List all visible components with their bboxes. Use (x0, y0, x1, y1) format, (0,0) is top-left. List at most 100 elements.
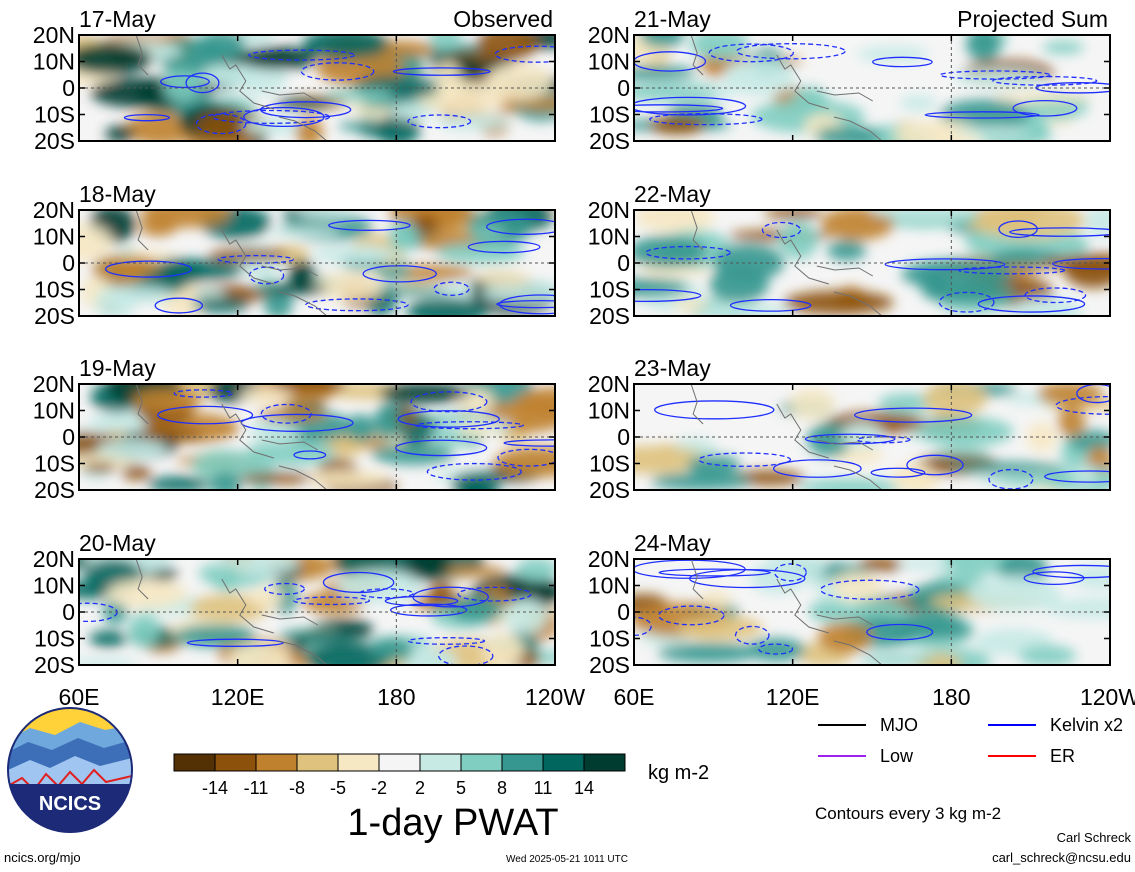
lat-label: 20S (34, 128, 75, 154)
colorbar-tick: 5 (456, 778, 466, 798)
lat-label: 10N (588, 49, 630, 75)
lat-label: 20S (589, 652, 630, 678)
lat-label: 20S (589, 303, 630, 329)
legend: MJO Kelvin x2 Low ER (818, 715, 1123, 766)
lat-label: 10S (589, 277, 630, 303)
lat-label: 10N (588, 224, 630, 250)
lat-label: 20N (33, 546, 75, 572)
lat-label: 10S (589, 626, 630, 652)
lat-label: 10S (34, 626, 75, 652)
lat-label: 20N (33, 371, 75, 397)
lat-label: 0 (62, 250, 75, 276)
lat-label: 20N (33, 197, 75, 223)
panel-date: 21-May (634, 6, 711, 32)
lon-label: 120W (525, 684, 585, 710)
panel-date: 17-May (79, 6, 156, 32)
lat-label: 10S (34, 102, 75, 128)
colorbar-swatch (501, 753, 544, 772)
colorbar-swatch (583, 753, 626, 772)
lat-label: 10N (588, 573, 630, 599)
lat-label: 10N (33, 573, 75, 599)
lat-label: 0 (62, 75, 75, 101)
footer-url: ncics.org/mjo (4, 850, 81, 865)
lon-label: 120E (766, 684, 820, 710)
footer-timestamp: Wed 2025-05-21 1011 UTC (506, 854, 628, 865)
colorbar-tick: -5 (330, 778, 346, 798)
lat-label: 10N (33, 224, 75, 250)
colorbar-swatch (337, 753, 380, 772)
lat-label: 0 (62, 599, 75, 625)
colorbar-swatch (296, 753, 339, 772)
lat-label: 10N (33, 398, 75, 424)
lon-label: 180 (377, 684, 415, 710)
lon-label: 60E (59, 684, 100, 710)
lon-label: 120E (211, 684, 265, 710)
lat-label: 10S (589, 102, 630, 128)
panel-date: 20-May (79, 530, 156, 556)
colorbar-tick: 11 (534, 778, 553, 798)
colorbar-tick: 2 (415, 778, 425, 798)
panel-date: 24-May (634, 530, 711, 556)
colorbar-tick: -14 (202, 778, 228, 798)
colorbar-units: kg m-2 (648, 762, 709, 784)
legend-label: Low (880, 746, 914, 766)
colorbar-tick: -8 (289, 778, 305, 798)
colorbar-swatch (173, 753, 216, 772)
projected-label: Projected Sum (957, 6, 1108, 32)
footer-author: Carl Schreck (1057, 830, 1132, 845)
legend-label: Kelvin x2 (1050, 715, 1123, 735)
colorbar: -14 -11 -8 -5 -2 2 5 8 11 14 (173, 753, 626, 798)
contour-note: Contours every 3 kg m-2 (815, 804, 1001, 823)
colorbar-swatch (255, 753, 298, 772)
logo-ring (7, 707, 133, 833)
lat-label: 10S (34, 451, 75, 477)
panel-date: 19-May (79, 355, 156, 381)
lat-label: 20N (588, 546, 630, 572)
lat-label: 10N (33, 49, 75, 75)
colorbar-swatch (214, 753, 257, 772)
panel-date: 18-May (79, 181, 156, 207)
colorbar-swatch (378, 753, 421, 772)
footer-email: carl_schreck@ncsu.edu (992, 850, 1131, 865)
legend-label: MJO (880, 715, 918, 735)
lat-label: 0 (617, 599, 630, 625)
colorbar-title: 1-day PWAT (347, 802, 558, 844)
map-panels: 17-May Observed20N10N010S20S18-May20N10N0… (33, 6, 1135, 710)
lat-label: 20S (34, 477, 75, 503)
lon-label: 60E (614, 684, 655, 710)
lat-label: 10S (589, 451, 630, 477)
colorbar-swatch (419, 753, 462, 772)
lat-label: 0 (62, 424, 75, 450)
lat-label: 20N (588, 22, 630, 48)
observed-label: Observed (453, 6, 553, 32)
lat-label: 0 (617, 250, 630, 276)
lon-label: 180 (932, 684, 970, 710)
lat-label: 0 (617, 424, 630, 450)
lat-label: 10S (34, 277, 75, 303)
logo-text: NCICS (39, 793, 101, 815)
lat-label: 10N (588, 398, 630, 424)
colorbar-tick: -11 (244, 778, 269, 798)
colorbar-tick: -2 (371, 778, 387, 798)
panel-date: 22-May (634, 181, 711, 207)
lat-label: 20N (588, 197, 630, 223)
lat-label: 20S (34, 303, 75, 329)
lon-label: 120W (1080, 684, 1135, 710)
lat-label: 20N (33, 22, 75, 48)
lat-label: 20N (588, 371, 630, 397)
lat-label: 20S (34, 652, 75, 678)
legend-label: ER (1050, 746, 1075, 766)
colorbar-tick: 8 (497, 778, 507, 798)
colorbar-swatch (460, 753, 503, 772)
panel-date: 23-May (634, 355, 711, 381)
lat-label: 0 (617, 75, 630, 101)
